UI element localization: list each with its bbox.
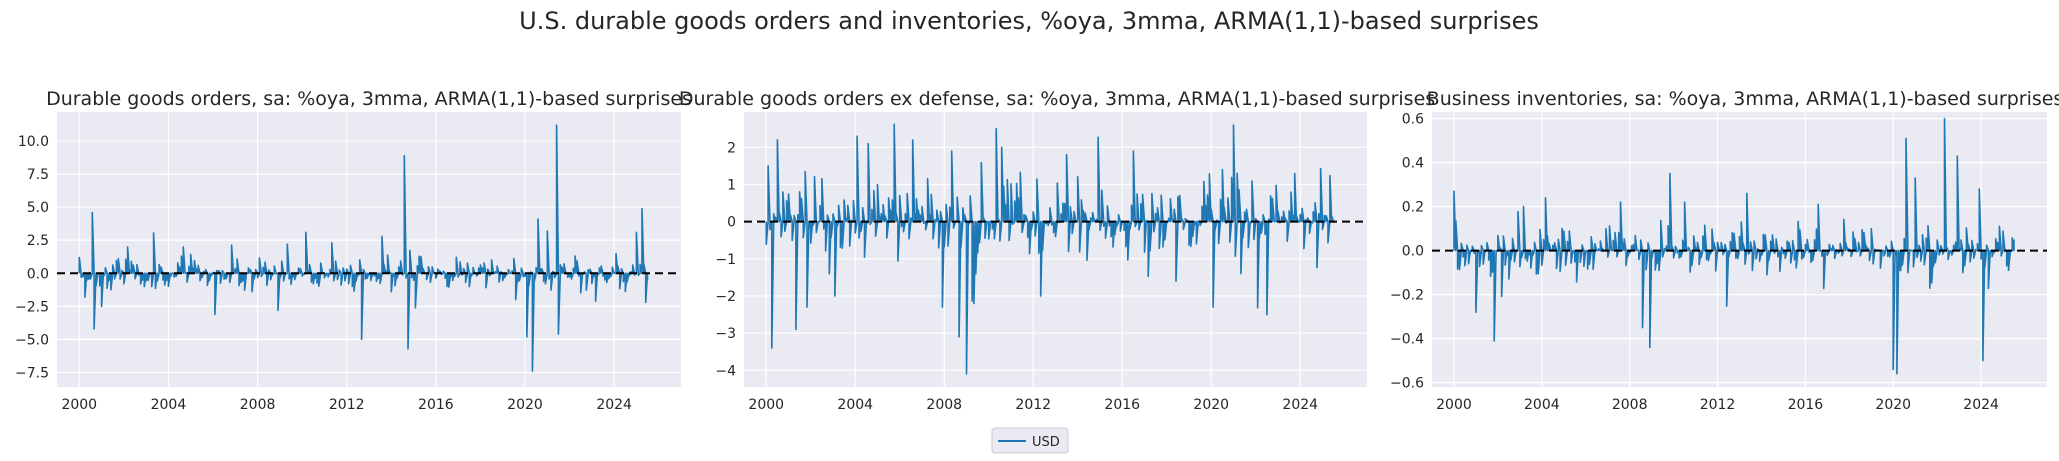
x-tick-label: 2024	[1282, 397, 1318, 413]
y-tick-label: 0.0	[27, 266, 49, 282]
series-line-usd	[765, 123, 1335, 375]
x-tick-label: 2020	[1193, 397, 1229, 413]
figure-suptitle: U.S. durable goods orders and inventorie…	[519, 7, 1539, 35]
x-tick-label: 2024	[1963, 397, 1999, 413]
y-tick-label: 0.0	[1402, 244, 1424, 260]
y-tick-label: −2.5	[15, 299, 49, 315]
y-tick-label: 1	[727, 177, 736, 193]
x-tick-label: 2012	[1015, 397, 1051, 413]
chart-title-business-inventories: Business inventories, sa: %oya, 3mma, AR…	[1427, 88, 2059, 110]
plot-area-durable-goods	[57, 112, 681, 387]
y-tick-label: 0.4	[1402, 156, 1424, 172]
y-tick-label: 2	[727, 140, 736, 156]
x-tick-label: 2020	[507, 397, 543, 413]
chart-title-durable-goods-ex-defense: Durable goods orders ex defense, sa: %oy…	[679, 88, 1435, 110]
x-tick-label: 2016	[1104, 397, 1140, 413]
x-tick-label: 2004	[1524, 397, 1560, 413]
chart-panel-durable-goods: Durable goods orders, sa: %oya, 3mma, AR…	[15, 88, 692, 413]
x-tick-label: 2004	[837, 397, 873, 413]
y-tick-label: 0	[727, 215, 736, 231]
legend-box	[991, 427, 1069, 454]
x-tick-label: 2004	[151, 397, 187, 413]
legend: USD	[991, 427, 1069, 454]
y-tick-label: −1	[715, 252, 736, 268]
x-tick-label: 2012	[329, 397, 365, 413]
y-tick-label: 7.5	[27, 167, 49, 183]
chart-panel-durable-goods-ex-defense: Durable goods orders ex defense, sa: %oy…	[679, 88, 1435, 413]
x-tick-label: 2000	[1436, 397, 1472, 413]
y-tick-label: −3	[715, 326, 736, 342]
y-tick-label: 2.5	[27, 233, 49, 249]
x-tick-label: 2024	[596, 397, 632, 413]
x-tick-label: 2016	[1788, 397, 1824, 413]
y-tick-label: 0.2	[1402, 200, 1424, 216]
y-tick-label: −0.6	[1390, 376, 1424, 392]
chart-panel-business-inventories: Business inventories, sa: %oya, 3mma, AR…	[1390, 88, 2059, 413]
y-tick-label: −0.2	[1390, 288, 1424, 304]
y-tick-label: 10.0	[18, 134, 49, 150]
x-tick-label: 2000	[748, 397, 784, 413]
y-tick-label: −2	[715, 289, 736, 305]
y-tick-label: −4	[715, 363, 736, 379]
x-tick-label: 2012	[1700, 397, 1736, 413]
chart-title-durable-goods: Durable goods orders, sa: %oya, 3mma, AR…	[46, 88, 692, 110]
x-tick-label: 2008	[926, 397, 962, 413]
y-tick-label: −0.4	[1390, 332, 1424, 348]
plot-area-durable-goods-ex-defense	[744, 112, 1367, 387]
y-tick-label: 5.0	[27, 200, 49, 216]
x-tick-label: 2016	[418, 397, 454, 413]
legend-label-usd: USD	[1032, 435, 1060, 450]
x-tick-label: 2008	[240, 397, 276, 413]
x-tick-label: 2008	[1612, 397, 1648, 413]
y-tick-label: 0.6	[1402, 112, 1424, 128]
y-tick-label: −5.0	[15, 332, 49, 348]
y-tick-label: −7.5	[15, 365, 49, 381]
x-tick-label: 2020	[1875, 397, 1911, 413]
x-tick-label: 2000	[61, 397, 97, 413]
